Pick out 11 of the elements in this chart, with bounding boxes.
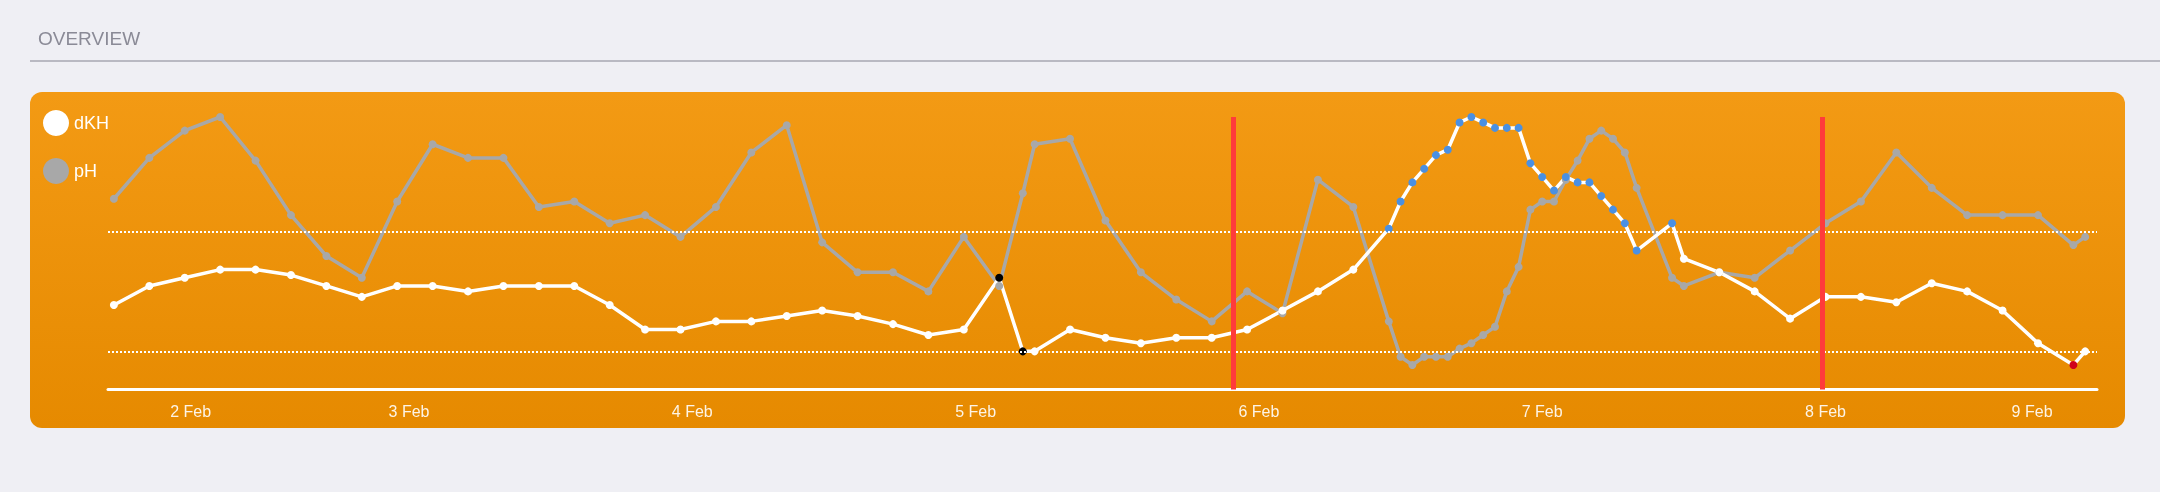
x-tick-label: 8 Feb <box>1805 403 1847 420</box>
x-tick-label: 6 Feb <box>1238 403 1280 420</box>
x-tick-label: 5 Feb <box>955 403 997 420</box>
x-tick-label: 9 Feb <box>2011 403 2053 420</box>
chart-title: OVERVIEW <box>38 28 141 49</box>
x-tick-label: 4 Feb <box>671 403 713 420</box>
x-tick-label: 7 Feb <box>1521 403 1563 420</box>
legend-label: pH <box>74 161 98 181</box>
x-tick-label: 2 Feb <box>170 403 212 420</box>
x-tick-label: 3 Feb <box>388 403 430 420</box>
legend-label: dKH <box>74 113 110 133</box>
